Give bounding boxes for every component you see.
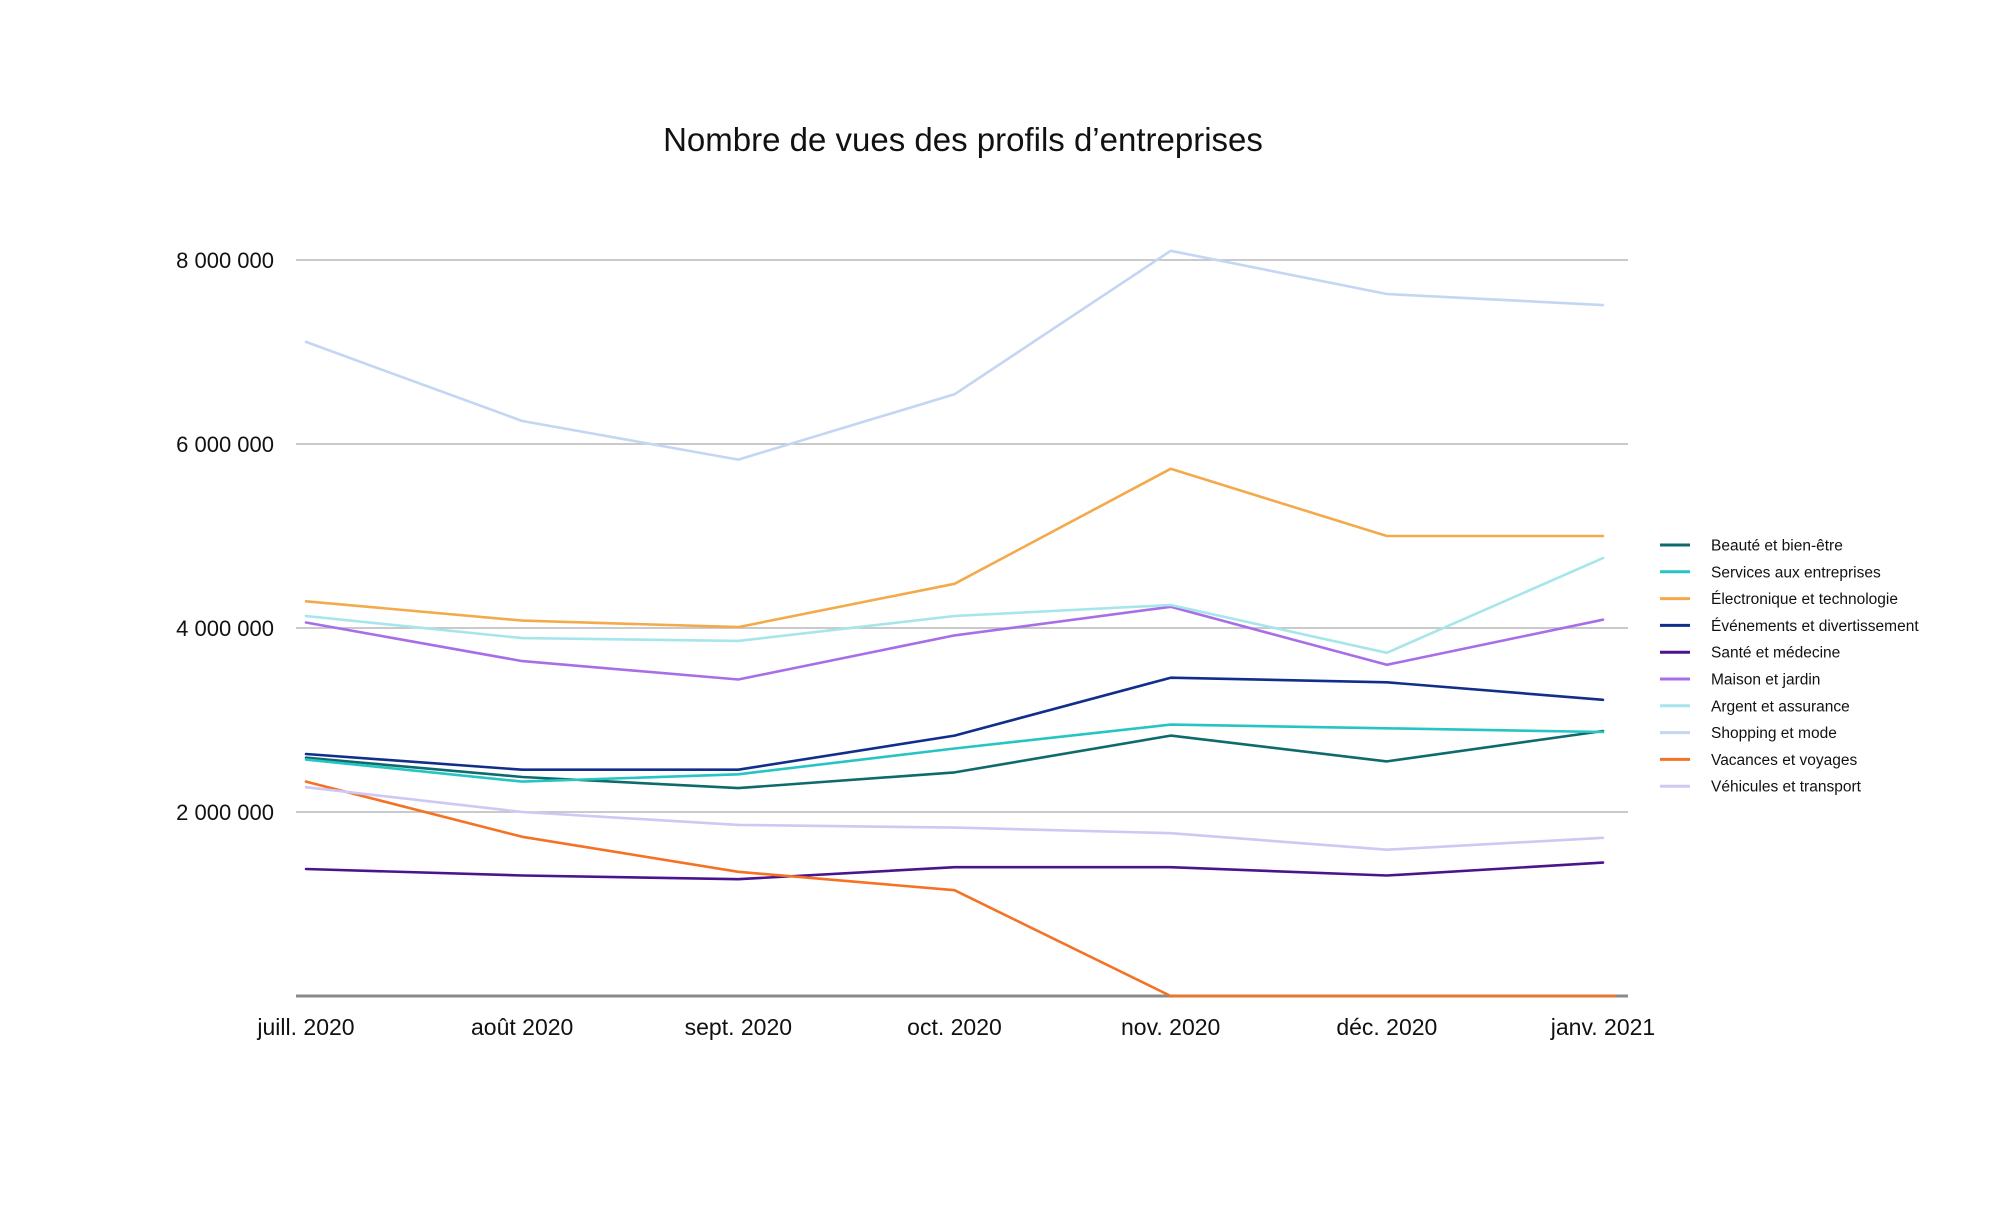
legend-label: Électronique et technologie (1711, 591, 1898, 608)
legend-label: Maison et jardin (1711, 672, 1820, 689)
legend-label: Santé et médecine (1711, 645, 1840, 662)
legend-label: Services aux entreprises (1711, 564, 1881, 581)
y-tick-label: 6 000 000 (176, 432, 274, 457)
series-line (304, 249, 1605, 461)
legend-label: Véhicules et transport (1711, 779, 1862, 796)
gridlines (296, 259, 1628, 813)
legend: Beauté et bien-être Services aux entrepri… (1660, 538, 1919, 796)
series-line (304, 467, 1605, 629)
legend-label: Vacances et voyages (1711, 752, 1857, 769)
legend-label: Argent et assurance (1711, 698, 1850, 715)
series-line (304, 723, 1605, 783)
x-tick-label: août 2020 (471, 1014, 573, 1040)
axes: 2 000 000 4 000 000 6 000 000 8 000 000 juil… (176, 248, 1655, 1040)
series-line (304, 780, 1617, 998)
legend-label: Shopping et mode (1711, 725, 1837, 742)
x-tick-label: oct. 2020 (907, 1014, 1002, 1040)
chart-title: Nombre de vues des profils d’entreprises (663, 121, 1263, 158)
legend-label: Beauté et bien-être (1711, 538, 1843, 555)
x-tick-label: déc. 2020 (1336, 1014, 1437, 1040)
x-tick-label: janv. 2021 (1550, 1014, 1655, 1040)
y-tick-label: 4 000 000 (176, 616, 274, 641)
x-tick-label: sept. 2020 (685, 1014, 792, 1040)
series-line (304, 785, 1605, 852)
y-tick-label: 8 000 000 (176, 248, 274, 273)
x-tick-label: nov. 2020 (1121, 1014, 1220, 1040)
series-line (304, 729, 1605, 790)
series-lines (304, 249, 1617, 998)
series-line (304, 676, 1605, 772)
series-line (304, 861, 1605, 881)
legend-label: Événements et divertissement (1711, 618, 1919, 635)
x-tick-label: juill. 2020 (256, 1014, 354, 1040)
series-line (304, 556, 1605, 655)
series-line (304, 605, 1605, 681)
y-tick-label: 2 000 000 (176, 800, 274, 825)
